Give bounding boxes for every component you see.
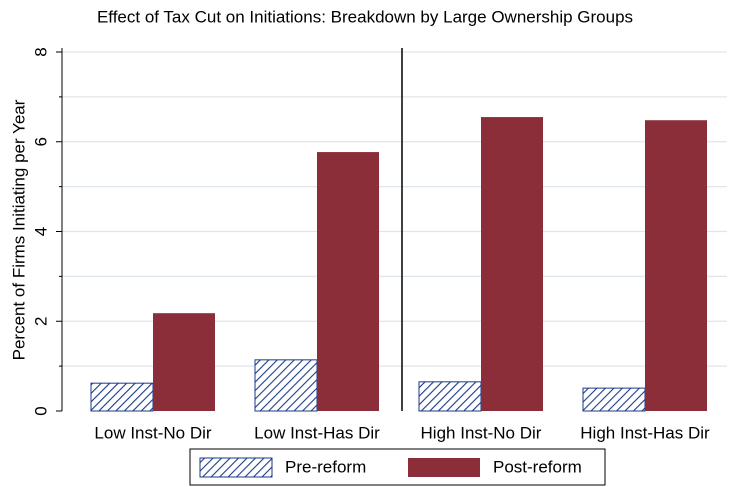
bar <box>481 117 543 411</box>
x-tick-label: Low Inst-No Dir <box>94 423 211 442</box>
y-tick-label: 4 <box>31 227 50 236</box>
legend-label: Post-reform <box>493 457 582 476</box>
legend-swatch <box>408 458 480 477</box>
y-axis-label: Percent of Firms Initiating per Year <box>9 99 28 360</box>
x-tick-label: High Inst-Has Dir <box>580 423 710 442</box>
legend-swatch <box>199 457 273 478</box>
y-tick-label: 6 <box>31 137 50 146</box>
bar <box>254 359 318 412</box>
legend-label: Pre-reform <box>285 457 366 476</box>
bar <box>317 152 379 412</box>
y-tick-label: 8 <box>31 47 50 56</box>
bar <box>153 313 215 411</box>
x-tick-label: High Inst-No Dir <box>421 423 542 442</box>
y-tick-label: 0 <box>31 406 50 415</box>
y-tick-label: 2 <box>31 317 50 326</box>
bar <box>418 381 482 412</box>
bar <box>582 387 646 412</box>
bars <box>90 117 707 412</box>
chart-title: Effect of Tax Cut on Initiations: Breakd… <box>97 7 633 26</box>
bar <box>645 120 707 412</box>
legend-items: Pre-reform Post-reform <box>199 457 582 478</box>
bar <box>90 382 154 412</box>
x-tick-label: Low Inst-Has Dir <box>254 423 380 442</box>
